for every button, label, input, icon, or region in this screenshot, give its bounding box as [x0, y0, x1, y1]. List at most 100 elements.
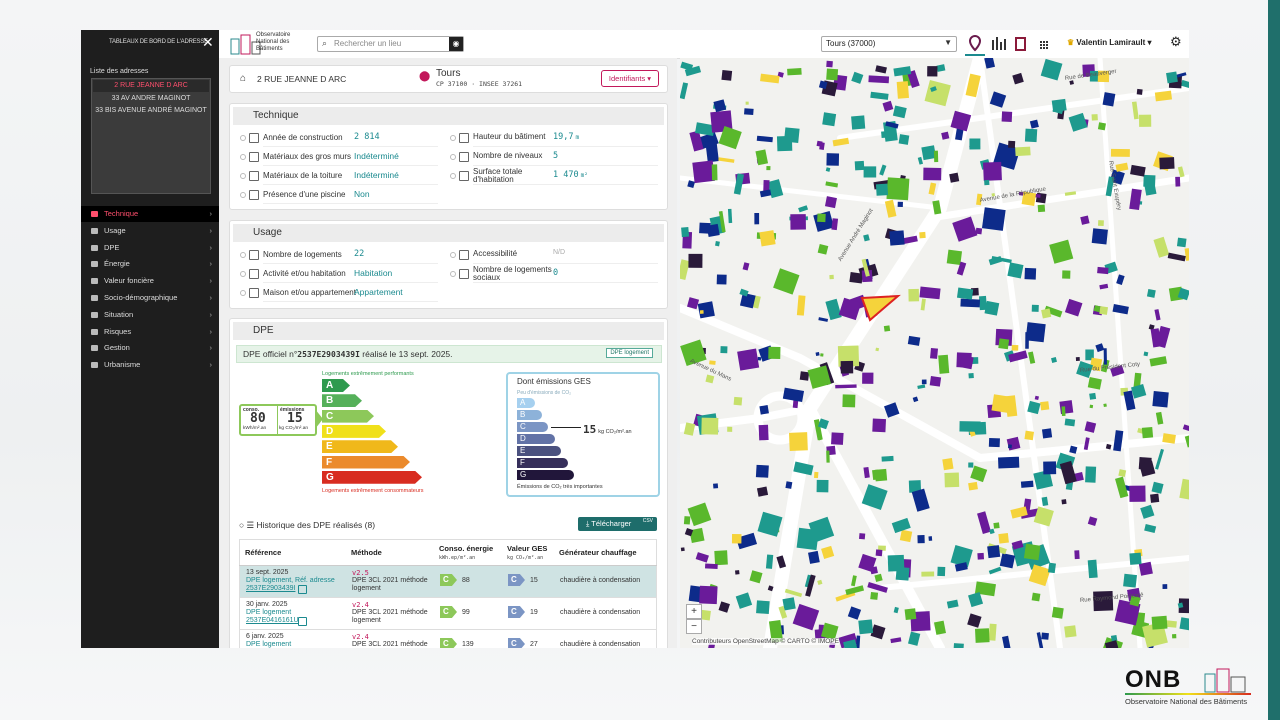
ges-indicator [551, 427, 581, 428]
download-button[interactable]: ⤓ Télécharger CSV [578, 517, 657, 531]
building [704, 563, 718, 569]
menu-item[interactable]: DPE › [81, 240, 219, 256]
address-item[interactable]: 2 RUE JEANNE D ARC [93, 80, 209, 92]
building [687, 180, 696, 189]
address-item[interactable]: 33 BIS AVENUE ANDRÉ MAGINOT [95, 107, 207, 114]
zoom-out-button[interactable]: − [686, 619, 702, 634]
menu-item[interactable]: Énergie › [81, 256, 219, 272]
map: Rue de Beauverger Avenue André Maginot Ave… [680, 58, 1189, 648]
menu-icon [91, 211, 98, 217]
ges-title: Dont émissions GES [517, 377, 591, 386]
field-value: 22 [354, 249, 364, 259]
building [799, 371, 810, 381]
class-badge: C [508, 606, 525, 618]
building [684, 65, 702, 77]
building [1100, 359, 1110, 373]
building [1162, 433, 1176, 444]
building [1007, 262, 1024, 279]
building [773, 268, 800, 295]
building [838, 297, 862, 321]
box-arrow [315, 409, 323, 429]
user-menu[interactable]: ♛ Valentin Lamirault ▾ [1067, 38, 1152, 47]
building [787, 67, 802, 76]
field-rule [263, 301, 438, 302]
field-rule [473, 184, 658, 185]
building [845, 585, 865, 596]
stats-icon[interactable] [992, 37, 1006, 50]
territory-select[interactable]: Tours (37000) ▼ [821, 36, 957, 52]
building [917, 535, 925, 544]
map-view-icon[interactable] [968, 34, 982, 52]
building [757, 511, 783, 537]
building [1091, 114, 1098, 121]
building [1177, 287, 1189, 301]
building [1068, 112, 1088, 132]
menu-item[interactable]: Situation › [81, 307, 219, 323]
building [754, 212, 760, 225]
apps-icon[interactable] [1040, 41, 1048, 49]
menu-item[interactable]: Urbanisme › [81, 357, 219, 373]
building [1093, 305, 1101, 313]
building [1036, 632, 1044, 648]
address-street: 2 RUE JEANNE D ARC [257, 74, 347, 84]
field-label: Nombre de logements [263, 250, 342, 259]
building [1051, 98, 1067, 113]
building [759, 230, 776, 247]
building [1184, 248, 1189, 261]
building [808, 516, 835, 543]
building [872, 469, 880, 480]
menu-item[interactable]: Socio-démographique › [81, 290, 219, 306]
zoom-in-button[interactable]: + [686, 604, 702, 619]
identifiers-button[interactable]: Identifiants ▾ [601, 70, 659, 87]
building [765, 554, 774, 569]
building [1085, 466, 1097, 483]
search-icon: ⌕ [322, 38, 328, 48]
building [875, 183, 889, 196]
menu-item[interactable]: Technique › [81, 206, 219, 222]
field-label: Matériaux de la toiture [263, 171, 343, 180]
building [798, 205, 809, 213]
building [1097, 122, 1106, 131]
building [1166, 71, 1178, 84]
menu-item[interactable]: Gestion › [81, 340, 219, 356]
building [1049, 239, 1074, 264]
building [782, 387, 805, 402]
close-button[interactable]: ✕ [202, 34, 214, 50]
menu-item[interactable]: Usage › [81, 223, 219, 239]
building [759, 189, 772, 198]
building [1099, 306, 1109, 315]
menu-label: Valeur foncière [104, 276, 154, 286]
building [1097, 70, 1110, 83]
building [692, 160, 715, 184]
building [946, 599, 959, 609]
settings-button[interactable]: ⚙ [1170, 34, 1182, 49]
menu-arrow: › [209, 259, 213, 269]
value-text: Habitation [354, 268, 393, 278]
building [727, 426, 733, 432]
menu-item[interactable]: Valeur foncière › [81, 273, 219, 289]
building [1051, 606, 1064, 619]
address-city: Tours [436, 68, 461, 79]
menu-item[interactable]: Risques › [81, 324, 219, 340]
menu-icon [91, 278, 98, 285]
value-unit: m² [580, 172, 588, 179]
row-ref[interactable]: 2537E2903439I [246, 585, 296, 592]
footer-logo-text: ONB [1125, 666, 1182, 693]
building [793, 461, 814, 476]
building [832, 137, 850, 147]
building [739, 288, 749, 297]
building [930, 86, 937, 93]
field-value: 19,7 m [553, 132, 579, 142]
building [820, 622, 839, 641]
building [928, 536, 933, 541]
row-ref[interactable]: 2537E0416161U [246, 617, 299, 624]
address-item[interactable]: 33 AV ANDRE MAGINOT [111, 94, 191, 102]
search-box[interactable]: ⌕ Rechercher un lieu ◉ [317, 36, 464, 52]
building [1008, 350, 1028, 363]
building-icon[interactable] [1015, 37, 1026, 51]
building [920, 298, 926, 311]
building [1151, 481, 1164, 494]
building [851, 575, 857, 587]
building [863, 166, 877, 178]
building [978, 295, 987, 311]
